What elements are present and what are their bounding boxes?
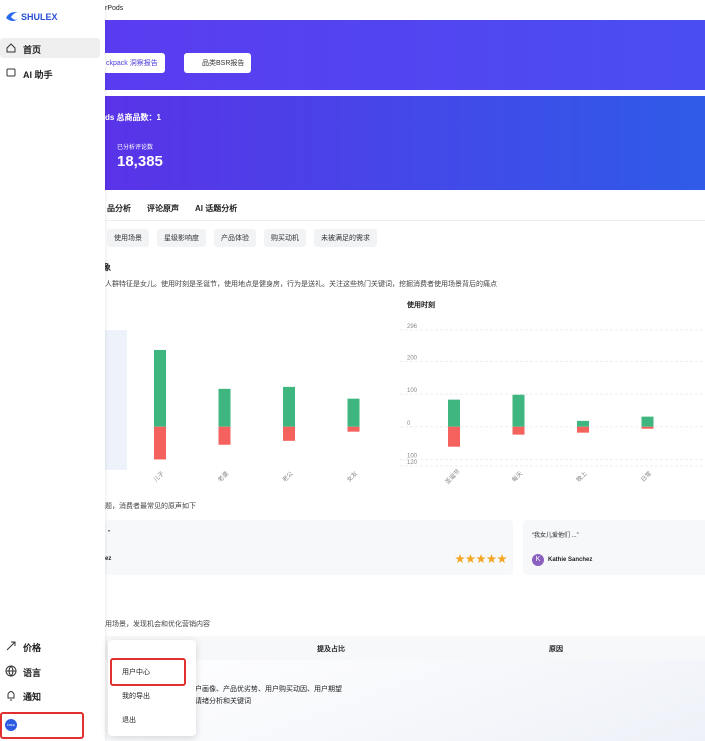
bar: [577, 426, 589, 433]
y-tick-label: 120: [407, 460, 418, 466]
quote-text: “我女儿爱他们 ...”: [532, 533, 579, 539]
stats-title: ds 总商品数：1: [105, 113, 162, 122]
insight-button[interactable]: ckpack 洞察报告: [99, 53, 165, 73]
bar: [577, 420, 589, 427]
tab[interactable]: 品分析: [107, 204, 131, 213]
bar: [347, 426, 360, 432]
table-header-cell: 原因: [549, 646, 563, 653]
quote-card: ” ez: [105, 520, 513, 575]
quote-author: ez: [105, 556, 112, 562]
section-description: 人群特征是女儿。使用时刻是圣诞节，使用地点是健身房，行为是送礼。关注这些热门关键…: [105, 281, 497, 288]
nav-item[interactable]: 语言: [23, 668, 42, 678]
divider: [105, 220, 705, 221]
quote-card: “我女儿爱他们 ...” K Kathie Sanchez: [523, 520, 705, 575]
subtab[interactable]: 未被满足的需求: [314, 229, 377, 247]
bar: [347, 398, 360, 427]
y-tick-label: 296: [407, 324, 418, 330]
stats-label: 已分析评论数: [117, 145, 154, 151]
tab[interactable]: AI 话题分析: [195, 204, 238, 213]
chart: 儿子 老婆 老公 女友: [105, 330, 360, 484]
logo: SHULEX: [21, 12, 58, 22]
bar: [218, 388, 231, 427]
section-heading: 象: [103, 263, 111, 272]
bar: [218, 426, 231, 445]
x-tick-label: 晚上: [575, 470, 589, 484]
bsr-button[interactable]: 品类BSR报告: [184, 53, 252, 73]
stats-banner: ds 总商品数：1 已分析评论数 18,385: [105, 96, 705, 190]
subtabs: 使用场景 星级影响度 产品体验 购买动机 未被满足的需求: [105, 229, 385, 247]
table-header-cell: 提及占比: [317, 646, 345, 653]
bar: [283, 386, 295, 427]
banner: ckpack 洞察报告 品类BSR报告: [99, 20, 705, 90]
bar: [154, 426, 166, 460]
star: [476, 554, 486, 563]
language-icon: [5, 665, 17, 677]
header: rPods: [105, 0, 705, 20]
rating: [455, 554, 507, 563]
y-tick-label: 200: [407, 355, 418, 361]
table-row: 户画像、产品优劣势、用户购买动因、用户期望 请绪分析和关键词: [105, 660, 705, 741]
x-tick-label: 儿子: [152, 470, 165, 483]
table-header: 提及占比 原因: [105, 636, 705, 660]
breadcrumb: rPods: [105, 5, 124, 12]
home-icon: [6, 43, 16, 53]
nav-item[interactable]: 价格: [23, 643, 42, 653]
quote-text: ”: [108, 530, 111, 537]
bar: [512, 394, 525, 427]
ai-icon: [6, 68, 16, 77]
x-tick-label: 老婆: [216, 470, 230, 484]
menu-item[interactable]: 用户中心: [122, 669, 150, 676]
table-cell: 户画像、产品优劣势、用户购买动因、用户期望: [195, 686, 342, 693]
menu-item[interactable]: 退出: [122, 717, 136, 724]
bar: [641, 426, 654, 429]
bar: [448, 426, 460, 447]
x-tick-label: 女友: [345, 470, 359, 484]
badge: FREE: [5, 719, 17, 731]
nav-active: [0, 38, 100, 58]
menu-highlight: [110, 658, 186, 686]
quotes-intro: 题，消费者最常见的原声如下: [105, 503, 196, 510]
table-intro: 用场景，发现机会和优化营销内容: [105, 621, 210, 628]
sidebar: SHULEX 首页 AI 助手 价格 语言 通知 FREE: [0, 0, 105, 741]
y-tick-label: 100: [407, 453, 418, 459]
bar: [641, 416, 654, 427]
star: [497, 554, 507, 563]
star: [486, 554, 497, 563]
bar: [283, 426, 295, 441]
star: [455, 554, 465, 563]
bar: [448, 399, 460, 427]
y-tick-label: 100: [407, 388, 418, 394]
quote-author: Kathie Sanchez: [548, 557, 593, 563]
bar: [512, 426, 525, 435]
tabs: 品分析 评论原声 AI 话题分析: [107, 203, 253, 214]
star: [465, 554, 476, 563]
logo-icon: [6, 12, 19, 21]
user-menu: 用户中心 我的导出 退出: [108, 640, 196, 736]
x-tick-label: 日常: [639, 470, 653, 484]
menu-item[interactable]: 我的导出: [122, 693, 150, 700]
bar: [154, 349, 166, 427]
hover-band: [105, 330, 127, 470]
account-highlight[interactable]: FREE: [0, 712, 84, 739]
price-icon: [6, 641, 16, 651]
table-cell: 请绪分析和关键词: [195, 698, 251, 705]
avatar: K: [532, 554, 544, 566]
chart-title: 使用时刻: [407, 302, 435, 309]
nav-item[interactable]: 首页: [23, 45, 42, 55]
bell-icon: [7, 691, 15, 701]
x-tick-label: 圣诞节: [443, 467, 461, 485]
nav-item[interactable]: 通知: [23, 692, 42, 702]
y-tick-label: 0: [407, 421, 411, 427]
subtab[interactable]: 星级影响度: [157, 229, 206, 247]
subtab[interactable]: 产品体验: [214, 229, 256, 247]
stats-value: 18,385: [117, 153, 163, 170]
subtab[interactable]: 购买动机: [264, 229, 306, 247]
x-tick-label: 老公: [281, 470, 295, 484]
x-tick-label: 每天: [510, 470, 524, 484]
tab[interactable]: 评论原声: [147, 204, 179, 213]
nav-item[interactable]: AI 助手: [23, 70, 53, 80]
subtab[interactable]: 使用场景: [107, 229, 149, 247]
